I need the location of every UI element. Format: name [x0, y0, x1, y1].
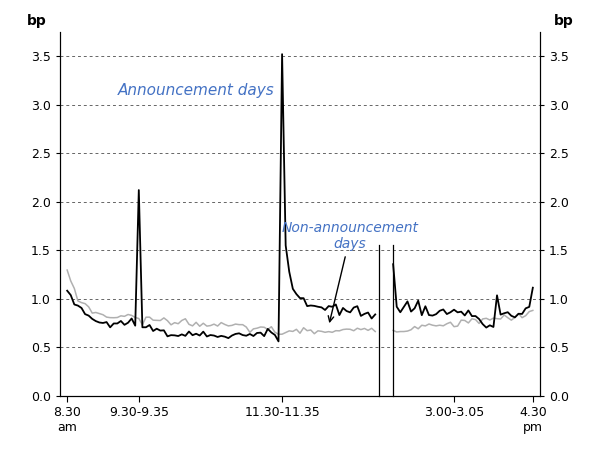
Text: Non-announcement
days: Non-announcement days	[281, 221, 419, 322]
Text: bp: bp	[26, 14, 46, 28]
Text: Announcement days: Announcement days	[118, 83, 274, 97]
Text: bp: bp	[554, 14, 574, 28]
